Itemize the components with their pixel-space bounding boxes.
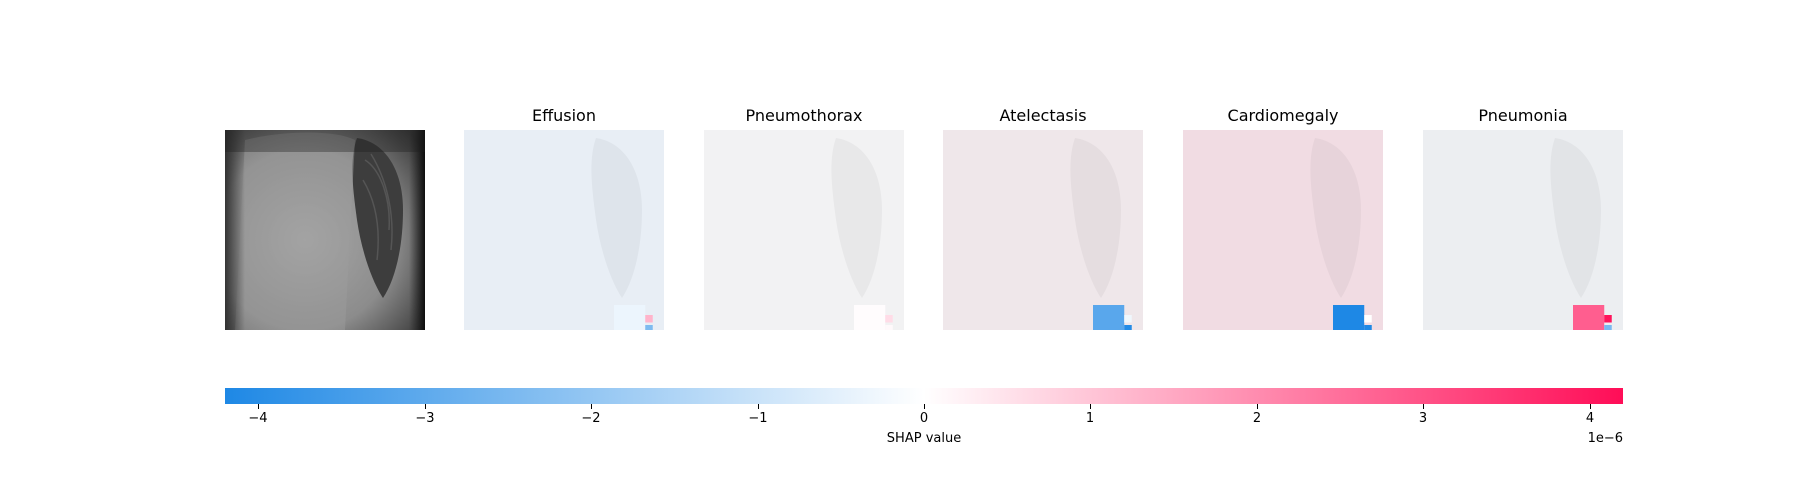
colorbar-tick-label: −2 bbox=[581, 411, 601, 426]
panel-background bbox=[1183, 130, 1383, 330]
shap-cell bbox=[885, 315, 893, 323]
shap-map-cardiomegaly bbox=[1183, 130, 1383, 330]
faded-lung-silhouette bbox=[1310, 138, 1361, 298]
colorbar-tick-mark bbox=[425, 404, 426, 409]
faded-lung-silhouette bbox=[591, 138, 642, 298]
panel-background bbox=[1423, 130, 1623, 330]
colorbar-tick-mark bbox=[591, 404, 592, 409]
panel-background bbox=[943, 130, 1143, 330]
panel-background bbox=[464, 130, 664, 330]
shap-cell bbox=[645, 325, 653, 330]
shap-panel-cardiomegaly bbox=[1183, 130, 1383, 330]
shap-cell bbox=[1604, 325, 1612, 330]
colorbar-tick-label: 1 bbox=[1085, 411, 1095, 426]
colorbar-label: SHAP value bbox=[886, 431, 962, 446]
shap-cell bbox=[1364, 315, 1372, 323]
colorbar-tick-mark bbox=[1590, 404, 1591, 409]
colorbar bbox=[225, 388, 1623, 404]
shap-cell bbox=[645, 315, 653, 323]
shap-map-pneumothorax bbox=[704, 130, 904, 330]
shap-cell bbox=[1124, 325, 1132, 330]
shap-cell bbox=[1124, 315, 1132, 323]
colorbar-tick-label: −1 bbox=[748, 411, 768, 426]
shap-map-effusion bbox=[464, 130, 664, 330]
colorbar-tick-mark bbox=[1257, 404, 1258, 409]
original-xray-image bbox=[225, 130, 425, 330]
colorbar-tick-mark bbox=[258, 404, 259, 409]
panel-title-atelectasis: Atelectasis bbox=[999, 106, 1087, 125]
colorbar-tick-label: −3 bbox=[415, 411, 435, 426]
colorbar-tick-label: 3 bbox=[1418, 411, 1428, 426]
shap-cell bbox=[1333, 305, 1365, 330]
panel-title-pneumothorax: Pneumothorax bbox=[745, 106, 863, 125]
colorbar-tick-mark bbox=[1423, 404, 1424, 409]
faded-lung-silhouette bbox=[1070, 138, 1121, 298]
faded-lung-silhouette bbox=[1550, 138, 1601, 298]
shap-map-pneumonia bbox=[1423, 130, 1623, 330]
colorbar-exponent: 1e−6 bbox=[1587, 431, 1623, 446]
shap-panel-effusion bbox=[464, 130, 664, 330]
shap-panel-pneumothorax bbox=[704, 130, 904, 330]
colorbar-tick-label: 2 bbox=[1252, 411, 1262, 426]
panel-title-pneumonia: Pneumonia bbox=[1478, 106, 1568, 125]
colorbar-tick-label: −4 bbox=[248, 411, 268, 426]
colorbar-tick-mark bbox=[758, 404, 759, 409]
shap-map-atelectasis bbox=[943, 130, 1143, 330]
panel-background bbox=[704, 130, 904, 330]
colorbar-tick-mark bbox=[1090, 404, 1091, 409]
colorbar-tick-label: 0 bbox=[919, 411, 929, 426]
shap-cell bbox=[1364, 325, 1372, 330]
shap-cell bbox=[614, 305, 646, 330]
shap-panel-pneumonia bbox=[1423, 130, 1623, 330]
shap-cell bbox=[1604, 315, 1612, 323]
shap-cell bbox=[1093, 305, 1125, 330]
shap-cell bbox=[1573, 305, 1605, 330]
xray-svg bbox=[225, 130, 425, 330]
faded-lung-silhouette bbox=[831, 138, 882, 298]
panel-title-effusion: Effusion bbox=[532, 106, 596, 125]
shap-cell bbox=[854, 305, 886, 330]
colorbar-tick-label: 4 bbox=[1585, 411, 1595, 426]
panel-title-cardiomegaly: Cardiomegaly bbox=[1227, 106, 1339, 125]
shap-cell bbox=[885, 325, 893, 330]
shap-panel-atelectasis bbox=[943, 130, 1143, 330]
colorbar-tick-mark bbox=[924, 404, 925, 409]
